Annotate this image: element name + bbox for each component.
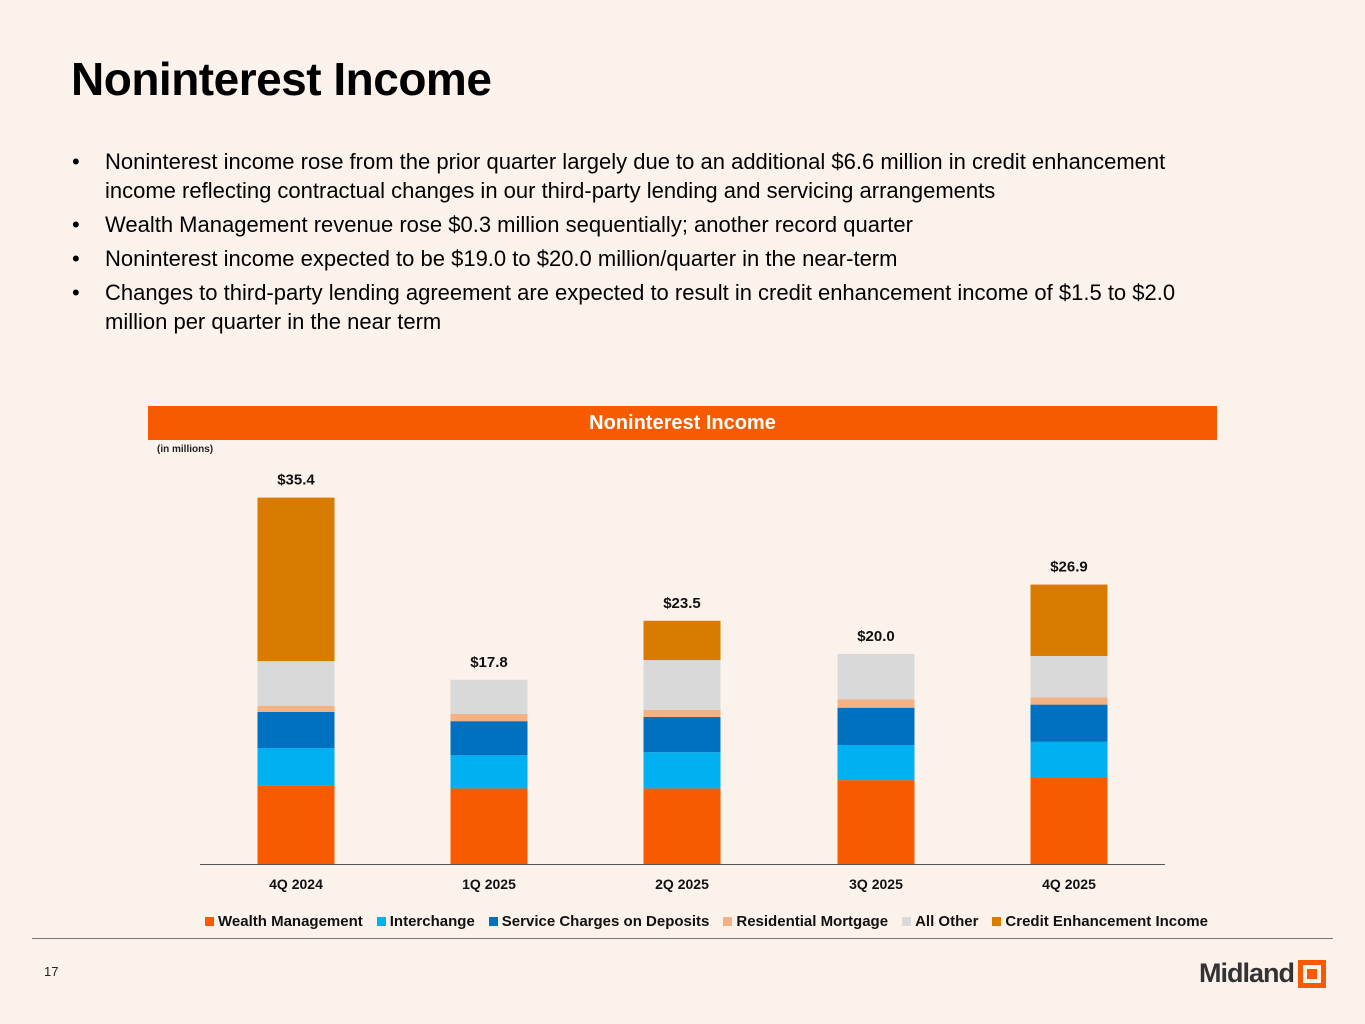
legend-label: Service Charges on Deposits xyxy=(501,913,710,930)
bar-segment xyxy=(1030,697,1108,705)
total-data-label: $23.5 xyxy=(663,595,701,612)
total-data-label: $26.9 xyxy=(1050,559,1088,576)
chart-banner: Noninterest Income xyxy=(148,406,1217,440)
midland-logo: Midland xyxy=(1199,958,1326,989)
x-tick-label: 3Q 2025 xyxy=(849,876,903,892)
legend-label: Residential Mortgage xyxy=(736,913,889,930)
x-tick-label: 4Q 2025 xyxy=(1042,876,1096,892)
units-label: (in millions) xyxy=(157,444,214,455)
legend-label: Wealth Management xyxy=(218,913,363,930)
total-data-label: $35.4 xyxy=(277,472,315,489)
bar-segment xyxy=(1030,584,1108,656)
bar-segment xyxy=(643,752,721,789)
legend-swatch xyxy=(488,917,498,926)
bar-segment xyxy=(837,780,915,864)
x-tick-label: 4Q 2024 xyxy=(269,876,323,892)
bar-segment xyxy=(643,709,721,718)
total-data-label: $20.0 xyxy=(857,628,895,645)
legend-swatch xyxy=(992,917,1002,926)
legend-item: Interchange xyxy=(376,913,475,930)
bar-segment xyxy=(257,785,335,864)
logo-square-icon xyxy=(1298,959,1326,988)
x-tick-label: 2Q 2025 xyxy=(655,876,709,892)
legend-swatch xyxy=(723,917,733,926)
x-tick-label: 1Q 2025 xyxy=(462,876,516,892)
bar-segment xyxy=(643,717,721,753)
legend-item: Residential Mortgage xyxy=(723,913,888,930)
bar-segment xyxy=(1030,655,1108,698)
bar-segment xyxy=(1030,741,1108,778)
legend-label: All Other xyxy=(915,913,979,930)
legend-label: Interchange xyxy=(389,913,475,930)
bar-segment xyxy=(643,660,721,710)
bar-segment xyxy=(643,788,721,864)
bar-segment xyxy=(643,620,721,661)
chart-legend: Wealth Management Interchange Service Char… xyxy=(0,913,1365,930)
bar-segment xyxy=(257,748,335,786)
bar-segment xyxy=(837,653,915,700)
bar-segment xyxy=(837,699,915,708)
legend-swatch xyxy=(902,917,912,926)
bar-segment xyxy=(450,788,528,864)
page-number: 17 xyxy=(44,964,59,979)
total-data-label: $17.8 xyxy=(470,654,508,671)
legend-item: Service Charges on Deposits xyxy=(488,913,710,930)
bar-segment xyxy=(257,711,335,749)
bullet-list: Noninterest income rose from the prior q… xyxy=(72,147,1212,341)
slide-title: Noninterest Income xyxy=(71,53,492,105)
bar-segment xyxy=(450,713,528,722)
bullet-item: Noninterest income expected to be $19.0 … xyxy=(72,244,1212,273)
legend-swatch xyxy=(376,917,386,926)
bullet-item: Noninterest income rose from the prior q… xyxy=(72,147,1212,205)
bar-segment xyxy=(257,661,335,706)
bar-segment xyxy=(1030,704,1108,742)
legend-item: All Other xyxy=(902,913,978,930)
legend-label: Credit Enhancement Income xyxy=(1005,913,1208,930)
bullet-item: Wealth Management revenue rose $0.3 mill… xyxy=(72,210,1212,239)
logo-text: Midland xyxy=(1199,958,1295,988)
bullet-item: Changes to third-party lending agreement… xyxy=(72,278,1212,336)
bar-segment xyxy=(257,497,335,662)
bar-segment xyxy=(450,679,528,714)
bar-segment xyxy=(450,721,528,756)
footer-divider xyxy=(32,938,1333,939)
legend-swatch xyxy=(205,917,215,926)
bar-segment xyxy=(257,705,335,712)
bar-segment xyxy=(837,707,915,745)
bar-segment xyxy=(450,755,528,789)
bar-segment xyxy=(837,744,915,781)
legend-item: Credit Enhancement Income xyxy=(992,913,1208,930)
legend-item: Wealth Management xyxy=(205,913,363,930)
bar-segment xyxy=(1030,777,1108,864)
